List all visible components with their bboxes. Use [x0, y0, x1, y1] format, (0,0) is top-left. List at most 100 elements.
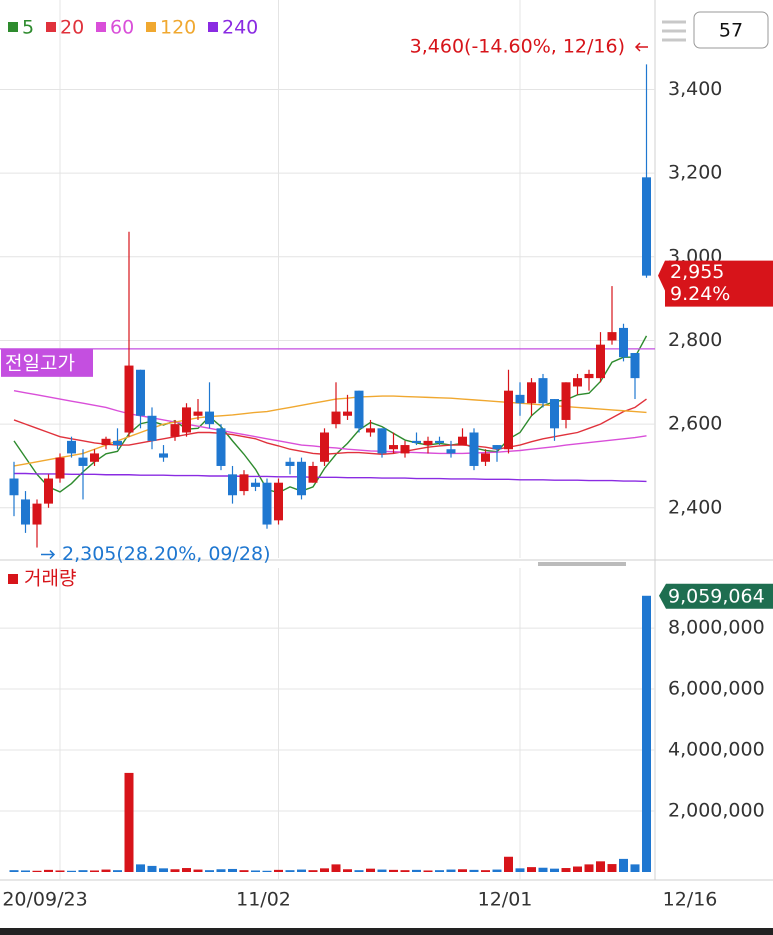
- candle-body: [320, 432, 329, 462]
- volume-bar: [205, 870, 214, 872]
- volume-bar: [469, 869, 479, 872]
- candle-body: [67, 440, 76, 454]
- volume-bar: [21, 870, 30, 872]
- volume-bar: [55, 870, 65, 872]
- volume-bar: [642, 595, 651, 872]
- volume-bar: [515, 868, 525, 872]
- volume-bar: [274, 869, 283, 872]
- volume-bar: [458, 869, 467, 872]
- candle-body: [446, 449, 456, 454]
- y-tick-label: 3,400: [668, 78, 722, 100]
- volume-bar: [67, 870, 76, 872]
- candle-body: [159, 453, 168, 458]
- volume-bar: [400, 870, 410, 872]
- legend-label: 240: [222, 17, 258, 39]
- x-tick-label: 20/09/23: [2, 889, 87, 911]
- volume-bar: [285, 870, 295, 872]
- prev-high-label: 전일고가: [5, 352, 75, 374]
- count-button[interactable]: 57: [693, 11, 769, 49]
- candle-body: [400, 445, 410, 454]
- candle-body: [492, 445, 502, 450]
- volume-bar: [182, 868, 191, 872]
- candle-body: [515, 394, 525, 404]
- menu-icon[interactable]: [662, 20, 686, 42]
- candle-body: [504, 390, 513, 450]
- volume-bar: [607, 864, 617, 872]
- volume-bar: [90, 870, 99, 872]
- y-tick-label: 8,000,000: [668, 617, 765, 639]
- candle-body: [239, 474, 249, 492]
- legend-swatch: [46, 22, 56, 32]
- candle-body: [354, 390, 364, 429]
- candle-body: [44, 478, 53, 504]
- legend-swatch: [146, 22, 156, 32]
- moving-average-line: [13, 389, 647, 455]
- volume-title: 거래량: [24, 568, 76, 590]
- volume-bar: [584, 864, 594, 872]
- volume-bar: [366, 868, 375, 872]
- volume-bar: [239, 870, 249, 872]
- moving-average-line: [13, 395, 647, 467]
- candle-body: [216, 428, 226, 466]
- volume-bar: [159, 868, 168, 872]
- volume-bar: [630, 864, 640, 872]
- volume-bar: [124, 772, 134, 872]
- y-tick-label: 2,800: [668, 329, 722, 351]
- y-tick-label: 4,000,000: [668, 739, 765, 761]
- candle-body: [147, 415, 157, 441]
- volume-bar: [44, 869, 53, 872]
- candle-body: [21, 499, 30, 525]
- volume-bar: [423, 870, 433, 872]
- candle-body: [607, 332, 617, 341]
- volume-bar: [113, 870, 122, 872]
- volume-bar: [170, 869, 180, 872]
- volume-bar: [297, 869, 306, 872]
- candle-body: [205, 411, 214, 425]
- candle-body: [308, 465, 318, 483]
- candle-body: [573, 378, 582, 387]
- volume-tag: [659, 583, 773, 609]
- candle-body: [297, 461, 306, 496]
- legend-swatch: [8, 22, 18, 32]
- candle-body: [458, 436, 467, 446]
- candle-body: [481, 453, 490, 462]
- candle-body: [561, 382, 571, 420]
- candle-body: [619, 327, 628, 358]
- price-tag: [658, 260, 773, 307]
- volume-bar: [596, 861, 605, 872]
- volume-bar: [492, 869, 502, 872]
- candle-body: [228, 474, 237, 496]
- y-tick-label: 6,000,000: [668, 678, 765, 700]
- y-tick-label: 2,000,000: [668, 800, 765, 822]
- volume-bar: [412, 869, 421, 872]
- high-arrow: [634, 42, 648, 52]
- candle-body: [527, 382, 536, 404]
- volume-bar: [504, 856, 513, 872]
- volume-bar: [435, 870, 444, 872]
- candle-body: [584, 373, 594, 379]
- legend-label: 20: [60, 17, 84, 39]
- volume-bar: [147, 865, 157, 872]
- high-annotation: 3,460(-14.60%, 12/16): [410, 36, 625, 58]
- volume-bar: [446, 869, 456, 872]
- candle-body: [377, 428, 387, 454]
- button-text[interactable]: 57: [719, 20, 743, 42]
- volume-tag-label: 9,059,064: [668, 585, 765, 607]
- x-tick-label: 11/02: [236, 889, 291, 911]
- y-tick-label: 2,400: [668, 496, 722, 518]
- volume-bar: [481, 870, 490, 872]
- moving-average-line: [13, 335, 648, 494]
- volume-bar: [573, 866, 582, 872]
- candle-body: [170, 424, 180, 437]
- volume-bar: [538, 867, 548, 872]
- y-tick-label: 2,600: [668, 413, 722, 435]
- candle-body: [538, 378, 548, 404]
- volume-bar: [78, 870, 88, 872]
- candle-body: [550, 399, 559, 429]
- volume-bar: [389, 869, 398, 872]
- volume-bar: [136, 864, 145, 872]
- candle-body: [331, 411, 341, 425]
